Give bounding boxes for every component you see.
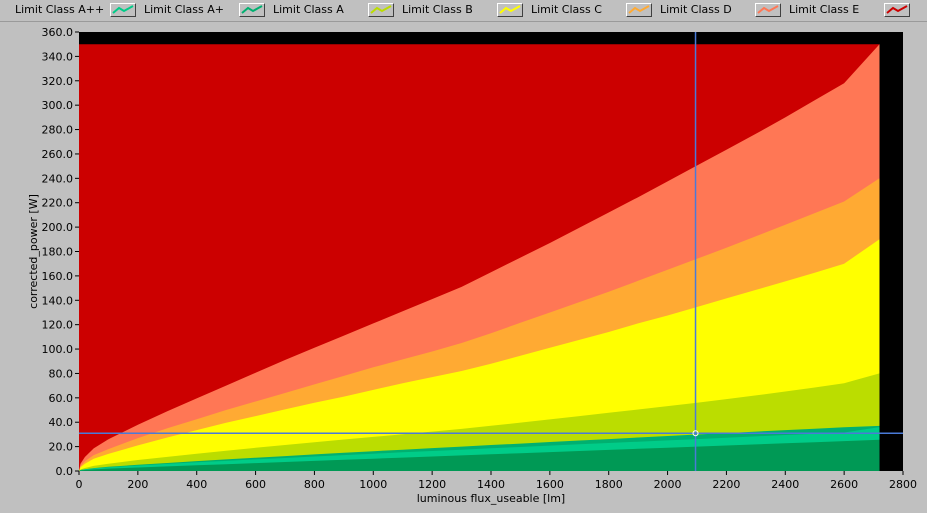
swatch-line [886, 5, 908, 14]
legend-label: Limit Class D [660, 3, 732, 16]
legend-swatch-icon [239, 3, 265, 17]
cursor-lines [79, 32, 903, 471]
cursor-marker[interactable] [692, 430, 699, 437]
x-axis-ticks: 0 200 400 600 800 1000 1200 1400 1600 1800 2000 220… [76, 471, 917, 491]
x-tick-label: 600 [245, 478, 266, 491]
x-axis-title: luminous flux_useable [lm] [417, 492, 565, 505]
x-tick-label: 2200 [712, 478, 740, 491]
x-tick-label: 1000 [359, 478, 387, 491]
swatch-line [370, 5, 392, 14]
y-tick-label: 360.0 [42, 26, 74, 39]
legend-label: Limit Class A++ [15, 3, 105, 16]
legend-swatch-icon [755, 3, 781, 17]
legend-label: Limit Class E [789, 3, 860, 16]
y-tick-label: 160.0 [42, 270, 74, 283]
legend-swatch-icon [110, 3, 136, 17]
y-tick-label: 260.0 [42, 148, 74, 161]
y-tick-label: 140.0 [42, 294, 74, 307]
legend-swatch-icon [626, 3, 652, 17]
legend-label: Limit Class B [402, 3, 473, 16]
x-tick-label: 0 [76, 478, 83, 491]
y-tick-label: 240.0 [42, 172, 74, 185]
swatch-line [628, 5, 650, 14]
y-tick-label: 40.0 [49, 416, 74, 429]
series-area-0 [79, 439, 880, 471]
x-tick-label: 1800 [595, 478, 623, 491]
y-tick-label: 100.0 [42, 343, 74, 356]
x-tick-label: 2400 [771, 478, 799, 491]
y-tick-label: 180.0 [42, 246, 74, 259]
x-tick-label: 400 [186, 478, 207, 491]
x-tick-label: 1400 [477, 478, 505, 491]
y-tick-label: 280.0 [42, 124, 74, 137]
y-tick-label: 320.0 [42, 75, 74, 88]
y-tick-label: 340.0 [42, 50, 74, 63]
x-tick-label: 1600 [536, 478, 564, 491]
x-tick-label: 2800 [889, 478, 917, 491]
y-tick-label: 220.0 [42, 197, 74, 210]
swatch-line [499, 5, 521, 14]
x-tick-label: 2600 [830, 478, 858, 491]
x-tick-label: 200 [127, 478, 148, 491]
x-tick-label: 800 [304, 478, 325, 491]
legend-label: Limit Class A [273, 3, 344, 16]
x-tick-label: 1200 [418, 478, 446, 491]
y-tick-label: 300.0 [42, 99, 74, 112]
legend-swatch-icon [368, 3, 394, 17]
chart-area[interactable]: 0.0 20.0 40.0 60.0 80.0 100.0 120.0 140.0 160.0 1… [0, 22, 927, 513]
y-axis-title: corrected_power [W] [27, 194, 40, 309]
y-axis-ticks: 0.0 20.0 40.0 60.0 80.0 100.0 120.0 140.0 160.0 1… [42, 26, 79, 478]
y-tick-label: 120.0 [42, 319, 74, 332]
y-tick-label: 200.0 [42, 221, 74, 234]
swatch-line [241, 5, 263, 14]
legend-label: Limit Class C [531, 3, 602, 16]
swatch-line [757, 5, 779, 14]
y-tick-label: 0.0 [56, 465, 74, 478]
legend: Limit Class A++ Limit Class A+ Limit Cla… [0, 0, 927, 22]
swatch-line [112, 5, 134, 14]
y-tick-label: 20.0 [49, 441, 74, 454]
y-tick-label: 60.0 [49, 392, 74, 405]
x-tick-label: 2000 [654, 478, 682, 491]
series-bands [79, 44, 880, 472]
legend-label: Limit Class A+ [144, 3, 224, 16]
y-tick-label: 80.0 [49, 367, 74, 380]
legend-swatch-icon [884, 3, 910, 17]
legend-swatch-icon [497, 3, 523, 17]
